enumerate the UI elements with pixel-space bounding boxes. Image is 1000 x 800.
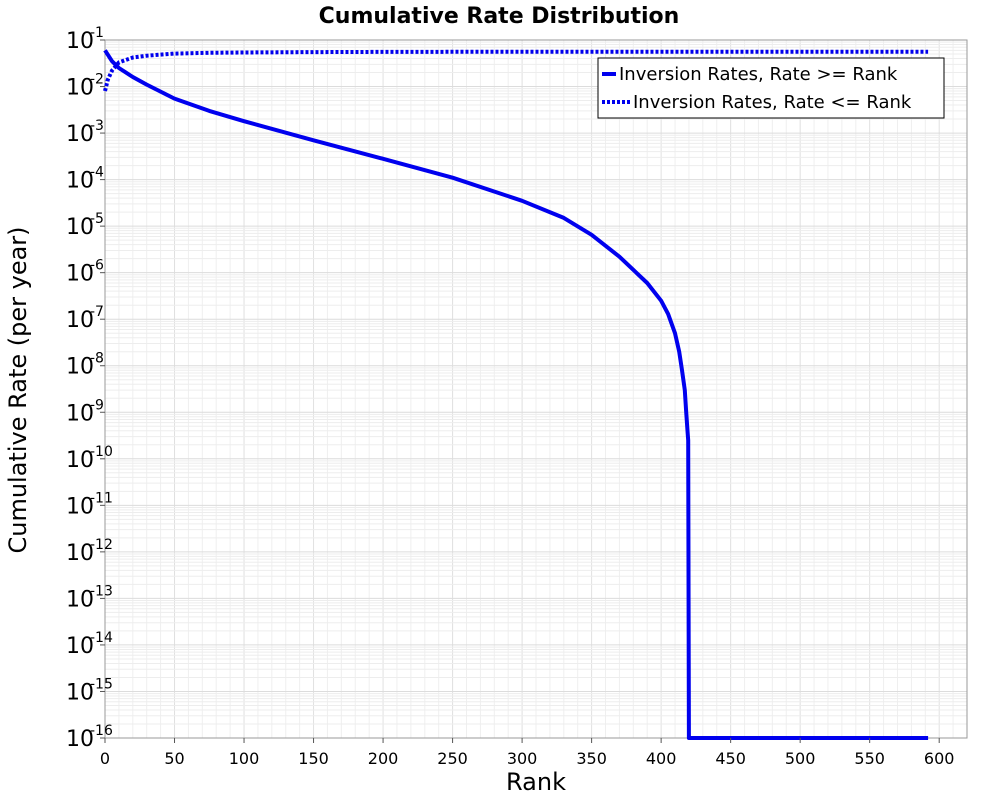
y-tick-label: 10 (66, 727, 94, 752)
y-tick-label: 10 (66, 169, 94, 194)
y-tick-exponent: -1 (90, 25, 104, 41)
y-tick-exponent: -9 (90, 397, 104, 413)
y-tick-label: 10 (66, 494, 94, 519)
series-line-dotted (103, 49, 929, 92)
grid (104, 40, 968, 739)
x-tick-label: 450 (715, 749, 746, 768)
y-tick-exponent: -7 (90, 304, 104, 320)
y-tick-label: 10 (66, 541, 94, 566)
x-axis: 0 50 100 150 200 250 300 350 400 450 500 550 600 (100, 738, 955, 768)
x-tick-label: 500 (785, 749, 816, 768)
y-axis: 10-110-210-310-410-510-610-710-810-910-1… (66, 25, 113, 752)
y-tick-label: 10 (66, 76, 94, 101)
x-tick-label: 350 (576, 749, 607, 768)
y-tick-exponent: -5 (90, 211, 104, 227)
x-tick-label: 400 (646, 749, 677, 768)
y-tick-label: 10 (66, 29, 94, 54)
y-tick-label: 10 (66, 262, 94, 287)
x-tick-label: 0 (100, 749, 110, 768)
x-axis-label: Rank (506, 768, 566, 796)
plot-area (104, 39, 968, 739)
legend-box (597, 57, 945, 119)
x-tick-label: 600 (924, 749, 955, 768)
y-tick-exponent: -12 (90, 537, 113, 553)
y-tick-exponent: -3 (90, 118, 104, 134)
series-layer (103, 49, 929, 740)
x-tick-label: 550 (854, 749, 885, 768)
y-tick-label: 10 (66, 680, 94, 705)
x-tick-label: 200 (368, 749, 399, 768)
y-tick-exponent: -2 (90, 72, 104, 88)
x-tick-label: 150 (298, 749, 329, 768)
y-tick-exponent: -13 (90, 583, 113, 599)
legend: Inversion Rates, Rate >= Rank Inversion … (597, 57, 945, 119)
legend-entry-dotted: Inversion Rates, Rate <= Rank (633, 92, 912, 113)
y-tick-exponent: -10 (90, 444, 113, 460)
x-tick-label: 300 (507, 749, 538, 768)
y-tick-label: 10 (66, 122, 94, 147)
chart-title: Cumulative Rate Distribution (319, 4, 680, 29)
y-tick-exponent: -6 (90, 258, 104, 274)
legend-entry-solid: Inversion Rates, Rate >= Rank (619, 64, 898, 85)
y-tick-label: 10 (66, 401, 94, 426)
y-tick-exponent: -4 (90, 165, 104, 181)
y-tick-label: 10 (66, 634, 94, 659)
y-tick-label: 10 (66, 215, 94, 240)
y-tick-label: 10 (66, 308, 94, 333)
y-axis-label: Cumulative Rate (per year) (4, 226, 32, 553)
x-tick-label: 250 (437, 749, 468, 768)
x-tick-label: 100 (229, 749, 260, 768)
y-tick-exponent: -15 (90, 676, 113, 692)
series-line-solid (103, 49, 929, 740)
y-tick-exponent: -11 (90, 490, 113, 506)
y-tick-label: 10 (66, 355, 94, 380)
y-tick-exponent: -8 (90, 351, 104, 367)
y-tick-exponent: -16 (90, 723, 113, 739)
y-tick-label: 10 (66, 448, 94, 473)
y-tick-label: 10 (66, 587, 94, 612)
y-tick-exponent: -14 (90, 630, 113, 646)
x-tick-label: 50 (164, 749, 184, 768)
